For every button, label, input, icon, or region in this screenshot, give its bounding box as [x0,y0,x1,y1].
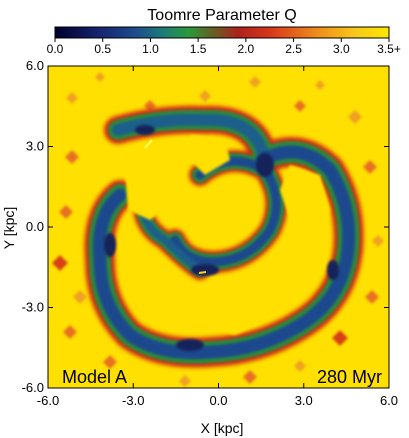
filament-spot [144,139,153,149]
colorbar-ticks: 0.0 0.5 1.0 1.5 2.0 2.5 3.0 3.5+ [47,38,401,56]
y-tick-label: -3.0 [22,300,44,315]
y-tick-label: 3.0 [26,139,44,154]
colorbar-tick-label: 0.0 [47,42,64,56]
x-tick-label: 6.0 [380,393,398,408]
outer-speckles [52,72,384,387]
colorbar-tick-label: 0.5 [94,42,111,56]
y-tick-label: 0.0 [26,219,44,234]
inner-islands [125,135,330,335]
colorbar-tick-label: 3.0 [333,42,350,56]
time-annotation: 280 Myr [317,367,382,387]
colorbar-tick-label: 3.5+ [377,42,401,56]
x-axis-ticks: -6.0 -3.0 0.0 3.0 6.0 [37,66,398,408]
colorbar [54,26,390,39]
arm-low-q [92,113,356,360]
filament-spot [198,271,207,274]
x-tick-label: 3.0 [295,393,313,408]
x-tick-label: -3.0 [122,393,144,408]
colorbar-tick-label: 1.5 [190,42,207,56]
colorbar-title: Toomre Parameter Q [147,7,296,24]
y-tick-label: 6.0 [26,58,44,73]
y-axis-label: Y [kpc] [1,207,17,250]
colorbar-tick-label: 1.0 [142,42,159,56]
colorbar-tick-label: 2.0 [238,42,255,56]
arm-minimum-q-knots [104,125,339,351]
y-axis-ticks: 6.0 3.0 0.0 -3.0 -6.0 [22,58,389,395]
heatmap-plot-area [48,66,389,388]
x-tick-label: -6.0 [37,393,59,408]
x-tick-label: 0.0 [209,393,227,408]
model-annotation: Model A [62,367,127,387]
colorbar-tick-label: 2.5 [285,42,302,56]
y-tick-label: -6.0 [22,380,44,395]
x-axis-label: X [kpc] [201,420,244,436]
